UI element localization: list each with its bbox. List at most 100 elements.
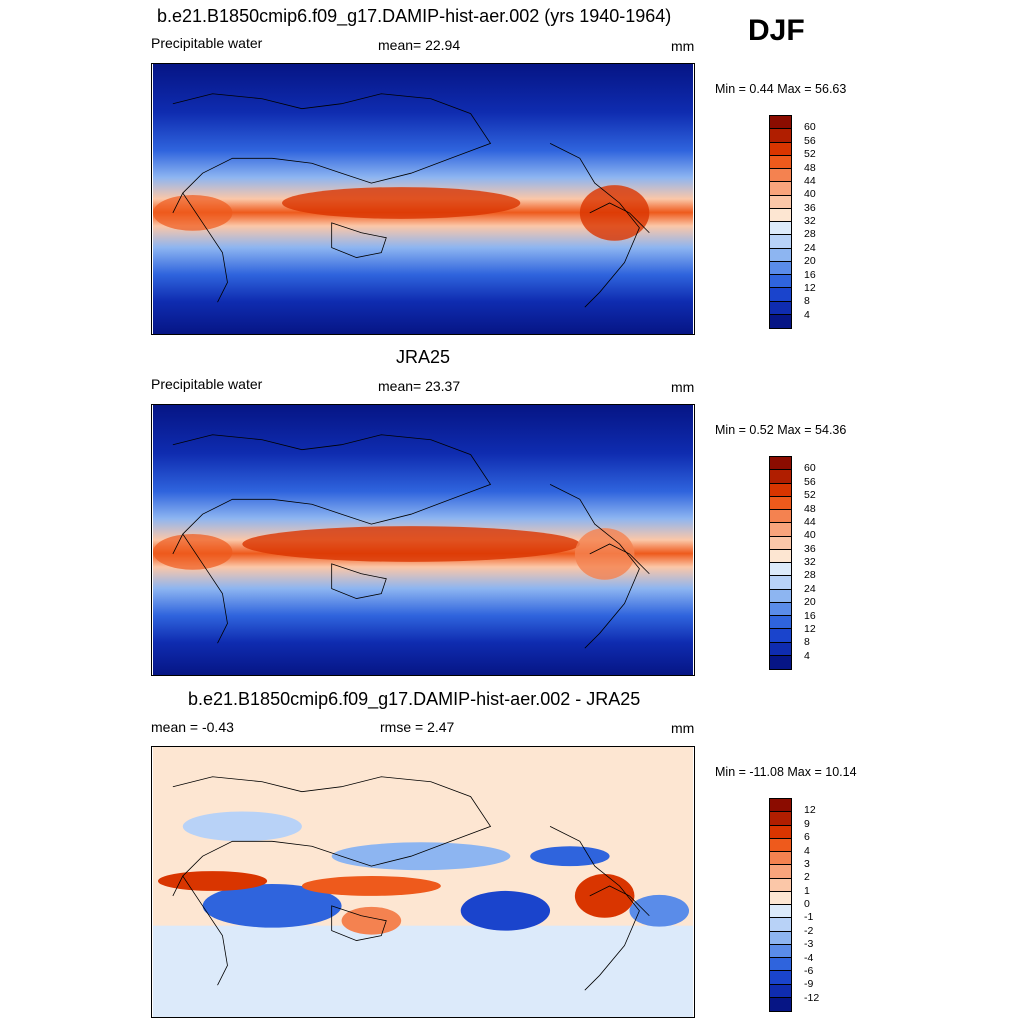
colorbar-box [770,248,791,262]
colorbar-tick-label: -6 [804,964,814,977]
colorbar-tick-label: 32 [804,556,816,568]
panel-1-coastlines [172,93,650,308]
colorbar-box [770,576,791,590]
colorbar-tick-label: 60 [804,121,816,134]
colorbar-tick-label: 24 [804,241,816,254]
colorbar-tick-label: 36 [804,542,816,555]
panel-1-colorbar [769,115,792,329]
colorbar-tick-label: 9 [804,817,810,830]
colorbar-box [770,589,791,603]
colorbar-box [770,523,791,537]
colorbar-box [770,496,791,510]
panel-2-title: JRA25 [396,347,451,367]
colorbar-tick-label: -9 [804,978,814,991]
panel-2-coastlines [172,434,650,649]
colorbar-box [770,891,791,905]
colorbar-tick-label: 40 [804,188,816,201]
colorbar-box [770,852,791,866]
colorbar-tick-label: -1 [804,911,814,924]
panel-3-map [151,746,695,1018]
panel-2-units-label: mm [671,379,695,395]
panel-3-minmax-label: Min = -11.08 Max = 10.14 [715,765,857,779]
colorbar-box [770,195,791,209]
colorbar-tick-label: 32 [804,215,816,227]
panel-1-minmax-label: Min = 0.44 Max = 56.63 [715,82,847,96]
panel-2-minmax-label: Min = 0.52 Max = 54.36 [715,423,847,437]
panel-1-variable-label: Precipitable water [151,35,263,51]
colorbar-tick-label: 3 [804,857,810,870]
colorbar-tick-label: 4 [804,649,810,662]
colorbar-tick-label: 4 [804,308,810,321]
colorbar-tick-label: -2 [804,924,814,937]
panel-3-colorbar-ticks: 12 9 6 4 3 2 1 0 -1 -2 -3 -4 -6 -9 -12 [804,798,844,1012]
colorbar-box [770,931,791,945]
colorbar-box [770,944,791,958]
colorbar-box [770,838,791,852]
colorbar-box [770,301,791,315]
panel-2-map [151,404,695,676]
colorbar-tick-label: 6 [804,831,810,844]
colorbar-tick-label: 48 [804,161,816,174]
colorbar-box [770,182,791,196]
colorbar-box [770,470,791,484]
panel-2-colorbar-ticks: 60 56 52 48 44 40 36 32 28 24 20 16 12 8 4 [804,456,844,670]
colorbar-box [770,483,791,497]
panel-3-field [153,747,693,1017]
colorbar-box [770,142,791,156]
colorbar-box [770,958,791,972]
colorbar-box [770,208,791,222]
colorbar-box [770,275,791,289]
panel-3-title: b.e21.B1850cmip6.f09_g17.DAMIP-hist-aer.… [188,689,641,709]
colorbar-box [770,261,791,275]
panel-1-mean-label: mean= 22.94 [378,37,461,53]
colorbar-tick-label: 60 [804,462,816,475]
colorbar-tick-label: 20 [804,596,816,609]
colorbar-box [770,222,791,236]
colorbar-box [770,457,791,471]
colorbar-tick-label: -12 [804,991,820,1004]
panel-3-mean-label: mean = -0.43 [151,719,234,735]
colorbar-box [770,563,791,577]
colorbar-box [770,549,791,563]
colorbar-tick-label: 52 [804,148,816,161]
colorbar-box [770,971,791,985]
colorbar-tick-label: 12 [804,622,816,635]
colorbar-tick-label: 44 [804,174,816,187]
colorbar-tick-label: 8 [804,295,810,308]
colorbar-box [770,235,791,249]
colorbar-tick-label: -4 [804,951,814,964]
colorbar-box [770,905,791,919]
panel-1-units-label: mm [671,38,695,54]
colorbar-box [770,510,791,524]
colorbar-tick-label: 1 [804,884,810,897]
colorbar-box [770,155,791,169]
colorbar-tick-label: 0 [804,898,810,910]
colorbar-tick-label: 4 [804,844,810,857]
colorbar-box [770,878,791,892]
colorbar-tick-label: 40 [804,529,816,542]
colorbar-tick-label: 56 [804,134,816,147]
colorbar-box [770,997,791,1011]
panel-2-colorbar [769,456,792,670]
season-label: DJF [748,14,805,47]
colorbar-box [770,655,791,669]
panel-2-field [153,405,693,675]
colorbar-tick-label: 12 [804,804,816,817]
colorbar-box [770,116,791,130]
colorbar-box [770,799,791,813]
colorbar-box [770,129,791,143]
panel-3-units-label: mm [671,720,695,736]
colorbar-box [770,536,791,550]
colorbar-box [770,642,791,656]
panel-3-rmse-label: rmse = 2.47 [380,719,455,735]
colorbar-box [770,865,791,879]
panel-1-colorbar-ticks: 60 56 52 48 44 40 36 32 28 24 20 16 12 8 4 [804,115,844,329]
colorbar-box [770,984,791,998]
panel-3-coastlines [172,776,650,991]
panel-2-mean-label: mean= 23.37 [378,378,461,394]
panel-3-colorbar [769,798,792,1012]
colorbar-box [770,629,791,643]
colorbar-box [770,616,791,630]
colorbar-tick-label: 20 [804,255,816,268]
panel-1-field [153,64,693,334]
